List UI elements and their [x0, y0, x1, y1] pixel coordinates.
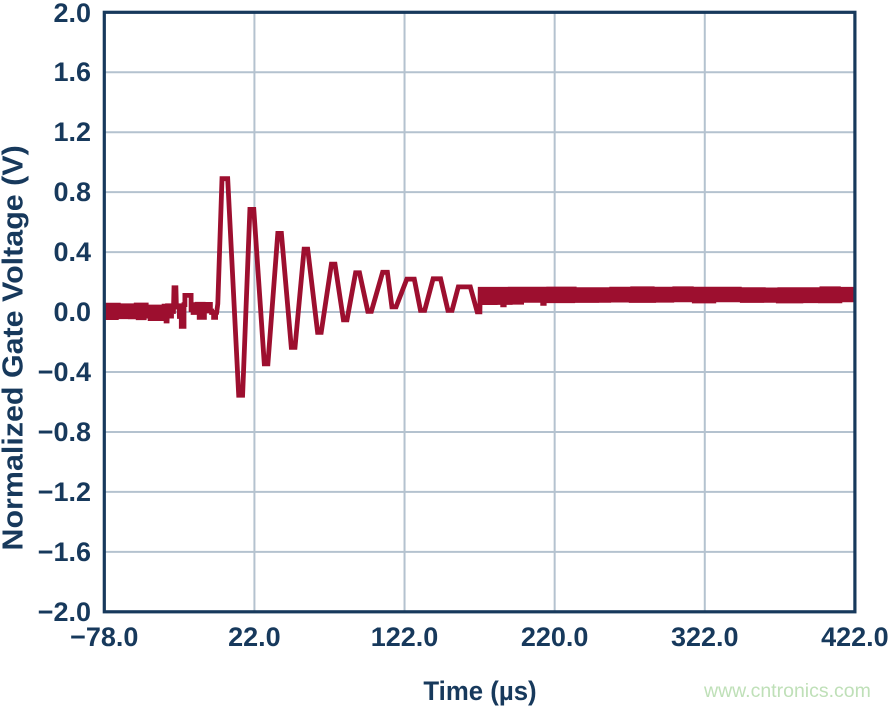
watermark-link[interactable]: www.cntronics.com [704, 680, 871, 702]
y-tick-label: 0.8 [53, 177, 91, 208]
x-tick-label: −78.0 [70, 622, 139, 652]
y-tick-label: −2.0 [37, 597, 91, 627]
waveform-trace [104, 176, 855, 398]
x-axis-title: Time (µs) [423, 676, 537, 706]
x-tick-label: 322.0 [670, 622, 739, 652]
x-tick-label: 422.0 [821, 622, 888, 652]
y-tick-label: 1.2 [53, 117, 91, 148]
y-tick-label: −1.6 [37, 537, 91, 568]
y-tick-label: −1.2 [37, 477, 91, 508]
y-tick-label: 0.0 [53, 297, 91, 328]
axis-frame [102, 10, 857, 614]
x-tick-label: 22.0 [228, 622, 281, 652]
y-tick-label: 2.0 [53, 0, 91, 28]
y-tick-label: −0.4 [37, 357, 91, 388]
x-tick-label: 122.0 [370, 622, 439, 652]
x-tick-label: 220.0 [520, 622, 589, 652]
y-tick-label: 0.4 [53, 237, 91, 268]
y-tick-label: 1.6 [53, 57, 91, 88]
y-tick-label: −0.8 [37, 417, 91, 448]
